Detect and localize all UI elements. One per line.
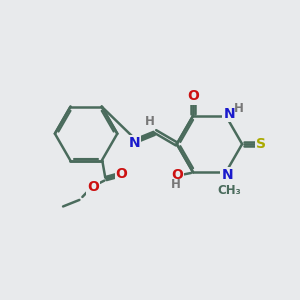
Text: N: N: [129, 136, 140, 150]
Text: O: O: [87, 180, 99, 194]
Text: H: H: [234, 102, 244, 115]
Text: H: H: [171, 178, 181, 191]
Text: H: H: [145, 115, 155, 128]
Text: O: O: [171, 168, 183, 182]
Text: N: N: [221, 168, 233, 182]
Text: N: N: [224, 107, 235, 121]
Text: S: S: [256, 137, 266, 151]
Text: O: O: [116, 167, 127, 181]
Text: CH₃: CH₃: [218, 184, 241, 197]
Text: O: O: [187, 89, 199, 103]
